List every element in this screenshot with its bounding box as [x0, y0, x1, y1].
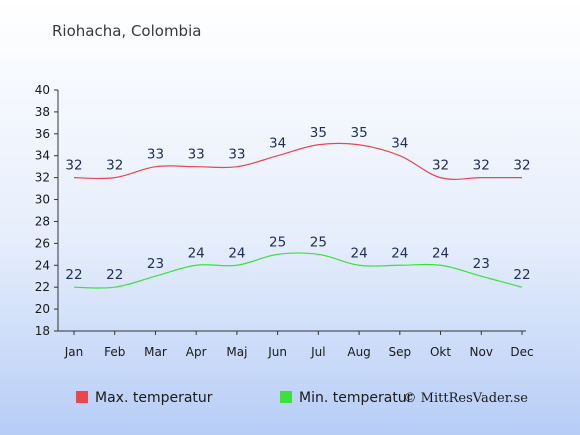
- max-temp-label: 33: [228, 147, 245, 163]
- min-temp-label: 24: [228, 245, 245, 261]
- y-tick-label: 30: [35, 193, 50, 207]
- y-tick-label: 22: [35, 280, 50, 294]
- legend-swatch-max: [76, 391, 88, 403]
- max-temp-label: 35: [310, 125, 327, 141]
- x-tick-label: Nov: [470, 345, 493, 359]
- legend-swatch-min: [280, 391, 292, 403]
- x-tick-label: Sep: [389, 345, 412, 359]
- min-temp-label: 23: [147, 256, 164, 272]
- min-temp-label: 22: [106, 267, 123, 283]
- x-tick-label: Jan: [64, 345, 84, 359]
- max-temp-label: 32: [473, 158, 490, 174]
- min-temp-label: 24: [350, 245, 367, 261]
- min-temp-label: 24: [188, 245, 205, 261]
- x-tick-label: Jul: [310, 345, 325, 359]
- data-labels: 32 32 33 33 33 34 35 35 34 32 32 32 22 22 23 24 24 25 25 24…: [65, 125, 530, 283]
- x-tick-label: Aug: [347, 345, 370, 359]
- max-temp-label: 35: [350, 125, 367, 141]
- max-temp-label: 33: [188, 147, 205, 163]
- y-tick-label: 24: [35, 258, 50, 272]
- min-temp-label: 24: [432, 245, 449, 261]
- min-temp-label: 22: [65, 267, 82, 283]
- x-tick-label: Feb: [104, 345, 125, 359]
- max-temp-label: 33: [147, 147, 164, 163]
- y-tick-label: 20: [35, 302, 50, 316]
- x-tick-label: Jun: [267, 345, 287, 359]
- y-tick-label: 34: [35, 149, 50, 163]
- min-temp-line: [73, 252, 523, 289]
- x-tick-label: Apr: [186, 345, 207, 359]
- legend: Max. temperatur Min. temperatur: [76, 390, 413, 406]
- x-tick-label: Mar: [144, 345, 167, 359]
- y-tick-label: 26: [35, 236, 50, 250]
- series-lines: [73, 142, 523, 289]
- y-tick-label: 36: [35, 127, 50, 141]
- max-temp-label: 34: [269, 136, 286, 152]
- min-temp-label: 25: [269, 234, 286, 250]
- min-temp-label: 25: [310, 234, 327, 250]
- max-temp-label: 34: [391, 136, 408, 152]
- y-tick-label: 32: [35, 171, 50, 185]
- legend-label-max: Max. temperatur: [95, 390, 213, 406]
- max-temp-label: 32: [432, 158, 449, 174]
- x-tick-label: Okt: [430, 345, 451, 359]
- y-tick-label: 18: [35, 324, 50, 338]
- max-temp-label: 32: [106, 158, 123, 174]
- min-temp-label: 23: [473, 256, 490, 272]
- max-temp-label: 32: [513, 158, 530, 174]
- min-temp-label: 22: [513, 267, 530, 283]
- x-tick-label: Maj: [226, 345, 247, 359]
- y-tick-label: 40: [35, 83, 50, 97]
- x-tick-label: Dec: [510, 345, 533, 359]
- max-temp-label: 32: [65, 158, 82, 174]
- credit-text: © MittResVader.se: [404, 391, 529, 406]
- legend-label-min: Min. temperatur: [299, 390, 413, 406]
- y-tick-label: 38: [35, 105, 50, 119]
- min-temp-label: 24: [391, 245, 408, 261]
- y-tick-label: 28: [35, 214, 50, 228]
- max-temp-line: [73, 142, 522, 180]
- axes: 18 20 22 24 26 28 30 32 34 36 38 40 Jan Feb Mar Apr Maj J…: [35, 83, 534, 359]
- chart-title: Riohacha, Colombia: [52, 22, 201, 40]
